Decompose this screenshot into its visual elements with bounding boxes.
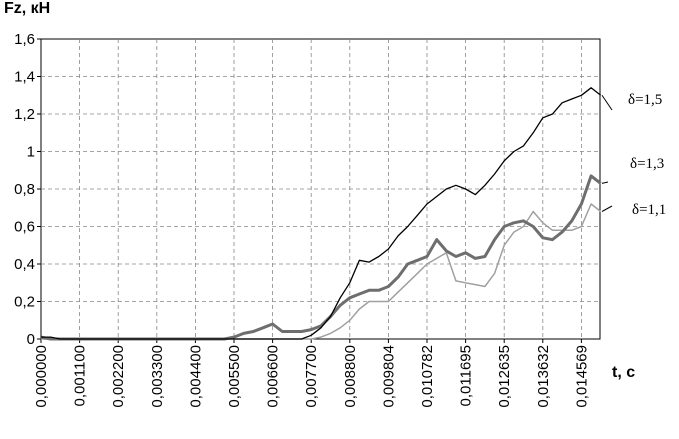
x-tick-label: 0,000000 (33, 345, 50, 408)
series-line (41, 87, 602, 340)
x-tick-label: 0,003300 (149, 345, 166, 408)
x-tick-label: 0,002200 (110, 345, 127, 408)
x-tick-label: 0,009804 (380, 345, 397, 408)
leader-line (601, 205, 613, 212)
y-tick-label: 0,8 (14, 181, 35, 198)
x-tick-label: 0,013632 (535, 345, 552, 408)
x-tick-label: 0,010782 (419, 345, 436, 408)
legend-label: δ=1,1 (632, 202, 666, 218)
y-axis-title: Fz, кН (4, 0, 50, 17)
y-tick-label: 0 (27, 331, 35, 348)
x-tick-label: 0,011695 (458, 345, 475, 406)
leader-line (601, 181, 609, 184)
x-tick-label: 0,001100 (72, 345, 89, 406)
x-tick-label: 0,014569 (573, 345, 590, 408)
leader-line (601, 94, 613, 111)
y-tick-label: 1,6 (14, 31, 35, 48)
legend-label: δ=1,3 (630, 156, 664, 172)
plot-area (40, 38, 601, 340)
series-line (40, 174, 602, 341)
x-tick-label: 0,004400 (187, 345, 204, 408)
legend-label: δ=1,5 (628, 92, 662, 108)
x-tick-label: 0,012635 (496, 345, 513, 408)
y-tick-label: 1,2 (14, 106, 35, 123)
x-tick-label: 0,008800 (342, 345, 359, 408)
x-tick-label: 0,006600 (265, 345, 282, 408)
y-tick-label: 0,6 (14, 219, 35, 236)
x-tick-label: 0,007700 (303, 345, 320, 408)
series-line (41, 203, 602, 340)
y-tick-label: 0,4 (14, 256, 35, 273)
y-tick-label: 1 (27, 144, 35, 161)
x-axis-title: t, c (612, 364, 635, 381)
x-tick-label: 0,005500 (226, 345, 243, 408)
y-tick-label: 0,2 (14, 294, 35, 311)
y-tick-label: 1,4 (14, 69, 35, 86)
